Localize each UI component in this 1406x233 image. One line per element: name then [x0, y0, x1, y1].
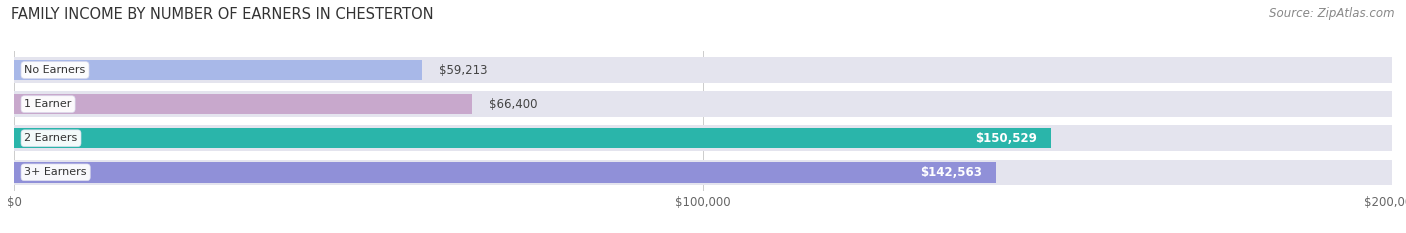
Bar: [14, 57, 1392, 83]
Text: $150,529: $150,529: [976, 132, 1038, 145]
Text: 2 Earners: 2 Earners: [24, 133, 77, 143]
Bar: [14, 94, 471, 114]
Bar: [14, 125, 1392, 151]
Bar: [14, 91, 1392, 117]
Bar: [14, 60, 422, 80]
Text: 1 Earner: 1 Earner: [24, 99, 72, 109]
Text: Source: ZipAtlas.com: Source: ZipAtlas.com: [1270, 7, 1395, 20]
Bar: [14, 128, 1052, 148]
Text: $66,400: $66,400: [489, 98, 537, 111]
Bar: [14, 160, 1392, 185]
Text: 3+ Earners: 3+ Earners: [24, 167, 87, 177]
Text: No Earners: No Earners: [24, 65, 86, 75]
Bar: [14, 162, 997, 182]
Text: $59,213: $59,213: [439, 64, 488, 76]
Text: $142,563: $142,563: [921, 166, 983, 179]
Text: FAMILY INCOME BY NUMBER OF EARNERS IN CHESTERTON: FAMILY INCOME BY NUMBER OF EARNERS IN CH…: [11, 7, 434, 22]
